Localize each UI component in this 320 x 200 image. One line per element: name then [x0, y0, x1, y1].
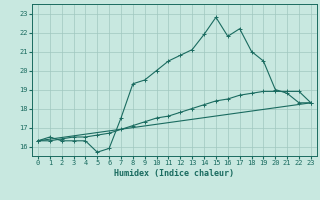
X-axis label: Humidex (Indice chaleur): Humidex (Indice chaleur) — [115, 169, 234, 178]
